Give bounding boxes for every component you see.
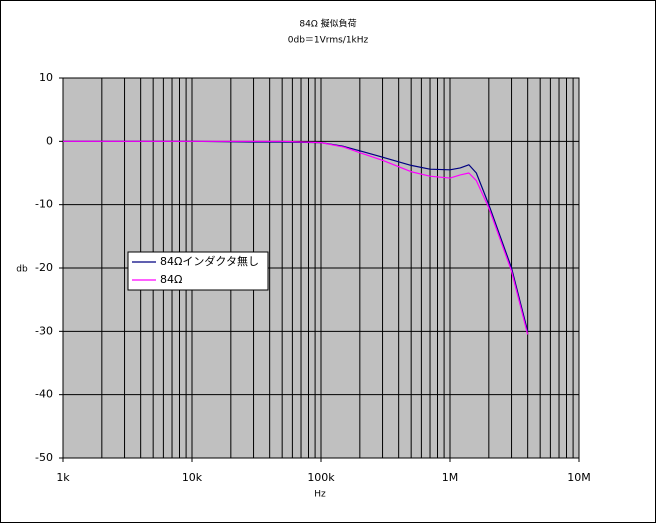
legend-label: 84Ωインダクタ無し: [160, 254, 259, 268]
y-axis-label: db: [16, 265, 28, 275]
x-axis-label: Hz: [314, 490, 326, 500]
series-line: [63, 140, 529, 332]
x-tick-label: 100k: [307, 471, 335, 484]
x-tick-label: 10M: [567, 471, 591, 484]
y-tick-label: -40: [35, 388, 53, 401]
y-tick-label: 0: [46, 134, 53, 147]
x-tick-label: 10k: [182, 471, 203, 484]
y-tick-label: -30: [35, 324, 53, 337]
chart-title: 84Ω 擬似負荷: [299, 18, 356, 30]
y-tick-label: -10: [35, 198, 53, 211]
y-tick-label: -50: [35, 451, 53, 464]
y-tick-label: 10: [39, 71, 53, 84]
series-line: [63, 140, 529, 335]
y-tick-label: -20: [35, 261, 53, 274]
chart-subtitle: 0db＝1Vrms/1kHz: [288, 36, 369, 46]
legend-label: 84Ω: [160, 273, 182, 286]
legend-box: [127, 251, 269, 291]
x-tick-label: 1k: [56, 471, 70, 484]
x-tick-label: 1M: [442, 471, 459, 484]
